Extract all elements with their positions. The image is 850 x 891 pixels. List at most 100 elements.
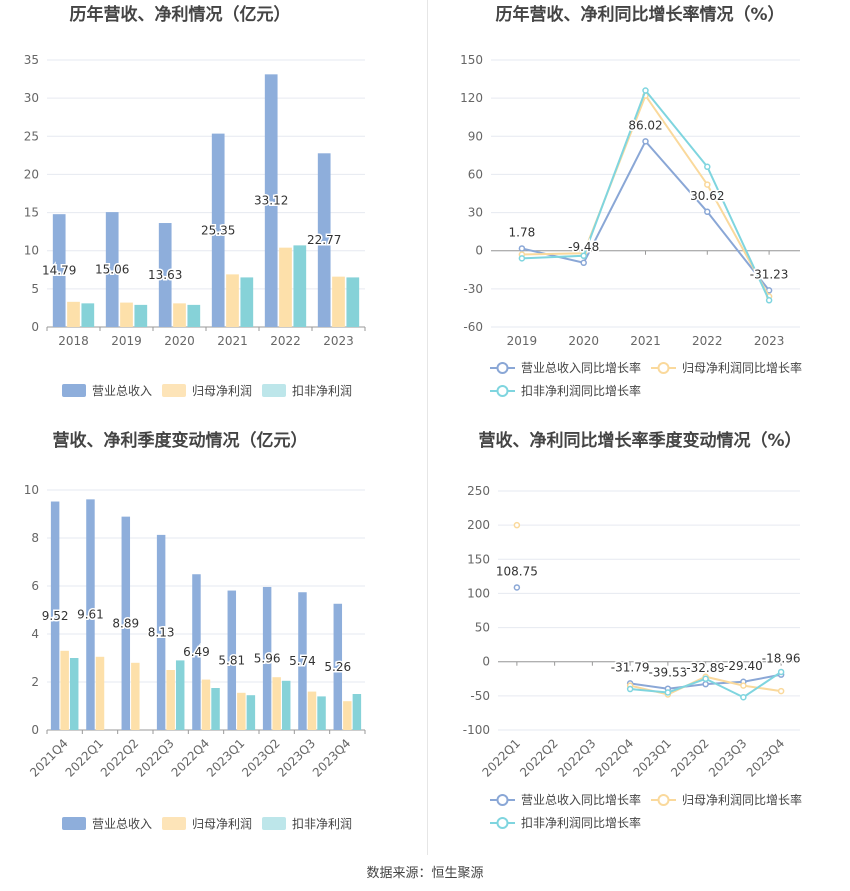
bar-2 — [95, 656, 105, 730]
bar-2 — [307, 691, 317, 730]
bar-3 — [134, 304, 148, 327]
chart-svg: 营收、净利季度变动情况（亿元） 0 2 4 6 8 10 2021Q42022Q12022Q2… — [24, 430, 366, 831]
bar-1 — [121, 516, 131, 730]
data-label: 5.74 — [289, 654, 316, 668]
data-label: 5.26 — [324, 660, 351, 674]
x-tick-label: 2022Q1 — [479, 736, 523, 780]
bar-3 — [175, 660, 185, 730]
x-tick-label: 2023Q2 — [668, 736, 712, 780]
data-label: -32.89 — [686, 661, 725, 675]
y-tick-label: 25 — [24, 129, 39, 143]
x-tick-label: 2022 — [270, 334, 301, 348]
data-label: -18.96 — [762, 652, 801, 666]
series-point-3 — [518, 255, 526, 262]
y-tick-label: 35 — [24, 53, 39, 67]
bar-2 — [279, 247, 292, 327]
series-point-2 — [513, 521, 521, 529]
bar-3 — [352, 694, 362, 730]
bar-3 — [246, 695, 256, 730]
x-tick-label: 2020 — [164, 334, 195, 348]
data-label: 15.06 — [95, 263, 129, 277]
data-label: 8.89 — [112, 616, 139, 630]
series-point-1 — [580, 259, 587, 267]
chart-svg: 历年营收、净利情况（亿元） 0 5 10 15 20 25 30 35 2018 2019 2020 2… — [24, 4, 366, 398]
y-tick-label: 4 — [31, 627, 39, 641]
bar-3 — [187, 304, 201, 327]
legend-label: 归母净利润同比增长率 — [682, 360, 802, 375]
chart-svg: 营收、净利同比增长率季度变动情况（%） -100 -50 0 50 100 150 200 25… — [463, 430, 802, 830]
x-tick-label: 2019 — [111, 334, 142, 348]
bar-1 — [333, 603, 343, 730]
y-tick-label: -50 — [470, 689, 490, 703]
x-tick-label: 2022Q2 — [98, 736, 142, 780]
series-point-3 — [702, 675, 709, 683]
annual-growth-rate-chart: 历年营收、净利同比增长率情况（%） -60 -30 0 30 60 90 120 150 2019… — [425, 0, 850, 430]
data-label: 5.81 — [218, 653, 245, 667]
x-tick-label: 2022Q2 — [517, 736, 561, 780]
x-tick-label: 2020 — [568, 334, 599, 348]
legend-swatch — [162, 384, 186, 397]
bar-3 — [69, 658, 79, 730]
y-tick-label: 2 — [31, 675, 39, 689]
x-tick-label: 2022Q3 — [133, 736, 177, 780]
annual-revenue-profit-chart: 历年营收、净利情况（亿元） 0 5 10 15 20 25 30 35 2018 2019 2020 2… — [0, 0, 425, 430]
legend-swatch — [162, 817, 186, 830]
bar-2 — [173, 303, 186, 327]
x-tick-label: 2021Q4 — [27, 736, 71, 780]
x-tick-label: 2018 — [58, 334, 89, 348]
legend-label: 归母净利润同比增长率 — [682, 792, 802, 807]
bar-2 — [226, 274, 239, 327]
bar-3 — [211, 688, 220, 730]
data-label: 1.78 — [509, 225, 536, 239]
data-label: 108.75 — [496, 564, 538, 578]
bar-1 — [317, 153, 331, 327]
y-tick-label: 5 — [31, 282, 39, 296]
y-tick-label: 20 — [24, 167, 39, 181]
y-tick-label: 150 — [467, 552, 490, 566]
legend-label: 归母净利润 — [192, 384, 252, 398]
legend-label: 扣非净利润同比增长率 — [521, 383, 641, 398]
y-tick-label: 6 — [31, 579, 39, 593]
y-tick-label: 0 — [31, 320, 39, 334]
series-point-1 — [513, 584, 521, 591]
series-point-3 — [777, 668, 785, 676]
y-tick-label: 250 — [467, 484, 490, 498]
x-tick-label: 2023Q1 — [630, 736, 674, 780]
data-label: 9.52 — [42, 609, 69, 623]
x-tick-label: 2021 — [630, 334, 661, 348]
quarterly-revenue-profit-chart: 营收、净利季度变动情况（亿元） 0 2 4 6 8 10 2021Q4 2022Q1 2022Q2… — [0, 428, 425, 858]
x-tick-label: 2023 — [323, 334, 354, 348]
bar-3 — [317, 696, 326, 730]
y-tick-label: -60 — [463, 320, 483, 334]
data-label: 8.13 — [148, 625, 175, 639]
data-label: 22.77 — [307, 233, 341, 247]
y-tick-label: 10 — [24, 244, 39, 258]
legend-label: 扣非净利润 — [292, 384, 352, 398]
x-tick-label: 2023Q2 — [239, 736, 283, 780]
series-point-3 — [765, 297, 773, 304]
data-label: 33.12 — [254, 194, 288, 208]
chart-title: 历年营收、净利同比增长率情况（%） — [495, 4, 784, 25]
bar-3 — [346, 277, 360, 327]
x-tick-label: 2022Q4 — [169, 736, 213, 780]
bar-1 — [50, 501, 60, 730]
series-point-2 — [704, 181, 711, 188]
y-tick-label: 30 — [24, 91, 39, 105]
legend-marker — [657, 794, 670, 806]
legend-swatch — [62, 817, 86, 830]
data-label: 14.79 — [42, 264, 76, 278]
legend-label: 营业总收入 — [92, 817, 152, 831]
legend-label: 营业总收入同比增长率 — [521, 360, 641, 375]
data-label: 9.61 — [77, 608, 104, 622]
bar-3 — [281, 680, 291, 730]
y-tick-label: 100 — [467, 586, 490, 600]
series-point-1 — [518, 245, 526, 252]
bar-1 — [52, 214, 66, 327]
series-point-1 — [702, 680, 709, 688]
x-tick-label: 2023Q1 — [204, 736, 248, 780]
x-tick-label: 2022 — [692, 334, 723, 348]
legend-marker — [496, 794, 509, 806]
bar-1 — [86, 499, 95, 730]
bar-2 — [120, 302, 133, 327]
legend-label: 营业总收入 — [92, 384, 152, 398]
